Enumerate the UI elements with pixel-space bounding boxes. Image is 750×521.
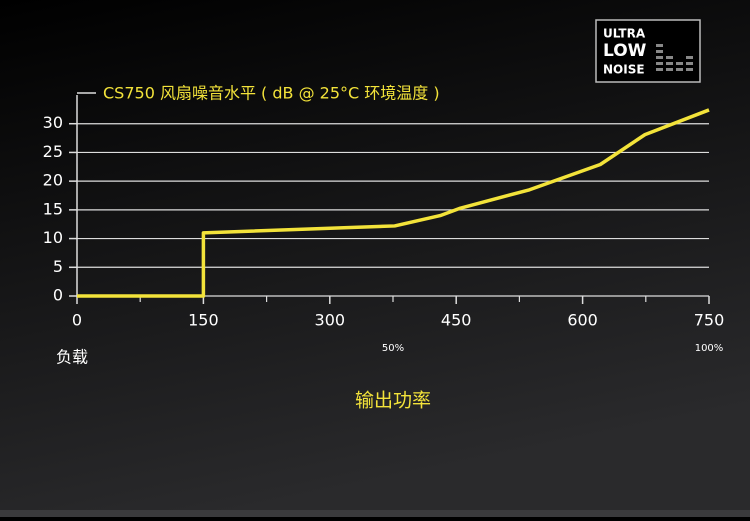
- y-tick-label: 10: [43, 228, 63, 247]
- logo-bars: [656, 44, 693, 71]
- x-tick-label: 300: [315, 311, 346, 330]
- load-label: 负载: [56, 348, 88, 367]
- y-tick-label: 0: [53, 286, 63, 305]
- annotation: 50%: [382, 343, 404, 354]
- x-tick-label: 600: [567, 311, 598, 330]
- x-tick-label: 150: [188, 311, 219, 330]
- y-tick-label: 25: [43, 142, 63, 161]
- x-tick-label: 750: [694, 311, 725, 330]
- chart-title: CS750 风扇噪音水平 ( dB @ 25°C 环境温度 ): [103, 84, 440, 103]
- y-tick-label: 20: [43, 171, 63, 190]
- y-tick-label: 30: [43, 113, 63, 132]
- logo-text: LOW: [603, 41, 647, 61]
- logo: ULTRA LOW NOISE: [595, 19, 701, 83]
- logo-text: ULTRA: [603, 27, 646, 41]
- logo-box: [595, 19, 701, 83]
- logo-text: NOISE: [603, 63, 645, 77]
- x-tick-label: 0: [72, 311, 82, 330]
- annotation: 100%: [695, 343, 724, 354]
- y-tick-label: 15: [43, 199, 63, 218]
- x-tick-label: 450: [441, 311, 472, 330]
- bottom-strip: [0, 510, 750, 517]
- y-tick-label: 5: [53, 257, 63, 276]
- x-axis-label: 输出功率: [355, 390, 431, 412]
- line: [77, 108, 710, 298]
